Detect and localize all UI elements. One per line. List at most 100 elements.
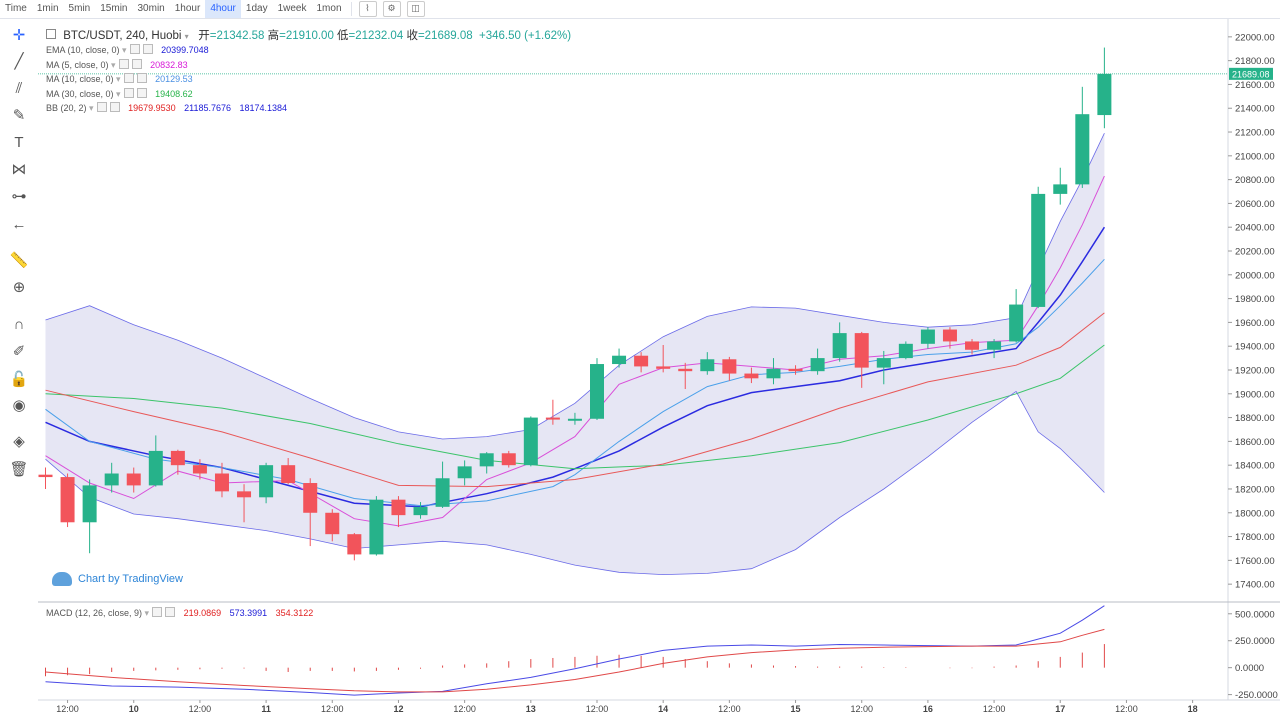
- time-tick-label: 14: [658, 704, 668, 714]
- indicator-name: BB (20, 2): [46, 103, 87, 114]
- collapse-icon[interactable]: [46, 29, 56, 39]
- price-tick-label: 20000.00: [1235, 270, 1275, 281]
- close-box-icon[interactable]: [136, 87, 147, 98]
- fib-icon[interactable]: ⫽: [15, 80, 23, 97]
- candle-body: [148, 450, 163, 486]
- candle-body: [259, 465, 274, 498]
- close-box-icon[interactable]: [165, 607, 176, 617]
- open-label: 开: [198, 30, 210, 42]
- candle-body: [1031, 193, 1046, 307]
- indicator-value: 573.3991: [227, 608, 268, 618]
- low-label: 低: [337, 30, 349, 42]
- timeframe-30min[interactable]: 30min: [137, 3, 165, 14]
- candle-body: [126, 473, 141, 486]
- settings-box-icon[interactable]: [96, 102, 107, 113]
- candle-body: [545, 417, 560, 420]
- lock-icon[interactable]: 🔓: [9, 371, 29, 388]
- settings-icon[interactable]: ⚙: [382, 1, 401, 17]
- indicator-name: MACD (12, 26, close, 9): [46, 608, 143, 618]
- indicator-name: MA (10, close, 0): [46, 74, 114, 85]
- timeframe-1mon[interactable]: 1mon: [316, 3, 342, 14]
- indicator-legend: MA (10, close, 0) ▾ 20129.53: [46, 73, 193, 85]
- candle-body: [281, 465, 296, 484]
- price-tick-label: 20400.00: [1235, 223, 1275, 234]
- timeframe-time[interactable]: Time: [5, 3, 27, 14]
- settings-box-icon[interactable]: [123, 73, 134, 84]
- pattern-icon[interactable]: ⋈: [11, 161, 27, 178]
- text-icon[interactable]: T: [14, 134, 24, 151]
- timeframe-4hour[interactable]: 4hour: [205, 0, 241, 18]
- indicator-legend: MA (5, close, 0) ▾ 20832.83: [46, 58, 188, 71]
- chart-type-icon[interactable]: ⌇: [358, 1, 377, 17]
- screenshot-icon[interactable]: ◫: [406, 1, 425, 17]
- candle-body: [766, 368, 781, 379]
- close-box-icon[interactable]: [142, 44, 153, 54]
- settings-box-icon[interactable]: [118, 58, 129, 69]
- close-box-icon[interactable]: [131, 58, 142, 69]
- timeframe-1hour[interactable]: 1hour: [174, 3, 201, 14]
- price-tick-label: 21400.00: [1235, 104, 1275, 115]
- magnet-icon[interactable]: ∩: [13, 316, 25, 333]
- settings-box-icon[interactable]: [123, 87, 134, 98]
- dropdown-icon[interactable]: ▾: [113, 88, 121, 99]
- price-tick-label: 19800.00: [1235, 294, 1275, 305]
- settings-box-icon[interactable]: [152, 607, 163, 617]
- settings-box-icon[interactable]: [129, 44, 140, 54]
- candle-body: [942, 329, 957, 342]
- close-label: 收: [406, 30, 418, 42]
- dropdown-icon[interactable]: ▾: [184, 32, 189, 41]
- candle-body: [987, 341, 1002, 350]
- candle-body: [1075, 114, 1090, 185]
- close-box-icon[interactable]: [109, 102, 120, 113]
- indicator-value: 19679.9530: [125, 103, 176, 114]
- dropdown-icon[interactable]: ▾: [119, 45, 127, 55]
- candle-body: [898, 343, 913, 359]
- measure-icon[interactable]: ⊶: [11, 188, 27, 205]
- trend-line-icon[interactable]: ╱: [14, 53, 24, 70]
- back-arrow-icon[interactable]: ←: [11, 216, 27, 233]
- brush-icon[interactable]: ✎: [12, 107, 26, 124]
- drawing-toolbar: ✛ ╱ ⫽ ✎ T ⋈ ⊶ ← 📏 ⊕ ∩ ✐ 🔓 ◉ ◈ 🗑: [0, 19, 38, 720]
- time-tick-label: 12:00: [56, 704, 79, 714]
- dropdown-icon[interactable]: ▾: [86, 103, 94, 114]
- indicator-value: 19408.62: [152, 88, 193, 99]
- timeframe-5min[interactable]: 5min: [68, 3, 91, 14]
- toolbar-divider: [350, 2, 352, 16]
- candle-body: [1097, 73, 1112, 116]
- timeframe-1day[interactable]: 1day: [245, 3, 268, 14]
- series-line: [45, 226, 1106, 508]
- candle-body: [854, 333, 869, 368]
- timeframe-1week[interactable]: 1week: [277, 3, 307, 14]
- price-tick-label: 19600.00: [1235, 318, 1275, 329]
- zoom-icon[interactable]: ⊕: [12, 279, 26, 296]
- series-line: [45, 344, 1105, 470]
- close-box-icon[interactable]: [136, 73, 147, 84]
- dropdown-icon[interactable]: ▾: [142, 608, 150, 618]
- crosshair-icon[interactable]: ✛: [12, 27, 26, 44]
- price-tick-label: 19000.00: [1235, 389, 1275, 400]
- tradingview-watermark[interactable]: Chart by TradingView: [52, 572, 183, 586]
- price-tick-label: 19200.00: [1235, 365, 1275, 376]
- dropdown-icon[interactable]: ▾: [108, 59, 116, 70]
- indicator-value: 20832.83: [147, 59, 188, 70]
- macd-tick-label: -250.0000: [1235, 690, 1278, 701]
- dropdown-icon[interactable]: ▾: [113, 74, 121, 85]
- timeframe-15min[interactable]: 15min: [100, 3, 128, 14]
- candle-body: [744, 373, 759, 379]
- lock-draw-icon[interactable]: ✐: [12, 343, 26, 360]
- candle-body: [634, 355, 649, 367]
- price-tick-label: 17800.00: [1235, 532, 1275, 543]
- timeframe-1min[interactable]: 1min: [36, 3, 59, 14]
- trash-icon[interactable]: 🗑: [9, 461, 29, 478]
- candle-body: [457, 466, 472, 479]
- ruler-icon[interactable]: 📏: [9, 252, 29, 269]
- price-tick-label: 18400.00: [1235, 461, 1275, 472]
- price-tick-label: 18800.00: [1235, 413, 1275, 424]
- candle-body: [60, 477, 75, 523]
- eye-icon[interactable]: ◉: [12, 397, 26, 414]
- candle-body: [1053, 184, 1068, 194]
- layers-icon[interactable]: ◈: [13, 433, 25, 450]
- time-tick-label: 12:00: [983, 704, 1006, 714]
- price-tick-label: 17600.00: [1235, 556, 1275, 567]
